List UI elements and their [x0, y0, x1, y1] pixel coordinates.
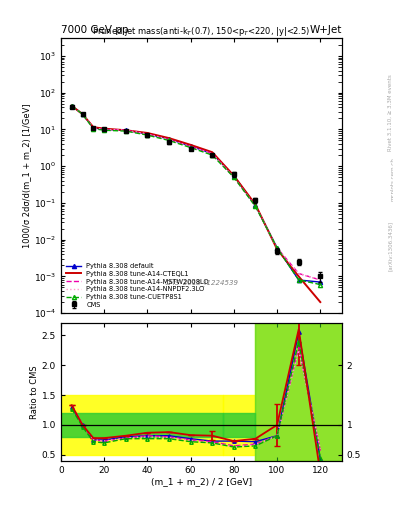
Text: 7000 GeV pp: 7000 GeV pp	[61, 25, 129, 35]
Line: Pythia 8.308 tune-A14-MSTW2008LO: Pythia 8.308 tune-A14-MSTW2008LO	[72, 106, 320, 280]
Text: W+Jet: W+Jet	[310, 25, 342, 35]
Pythia 8.308 default	[275, 245, 279, 251]
Pythia 8.308 tune-A14-MSTW2008LO	[167, 137, 171, 143]
Line: Pythia 8.308 tune-A14-CTEQL1: Pythia 8.308 tune-A14-CTEQL1	[72, 106, 320, 302]
Pythia 8.308 tune-A14-NNPDF2.3LO	[80, 111, 85, 117]
Pythia 8.308 tune-A14-NNPDF2.3LO	[231, 174, 236, 180]
Pythia 8.308 tune-CUETP8S1	[145, 132, 150, 138]
X-axis label: (m_1 + m_2) / 2 [GeV]: (m_1 + m_2) / 2 [GeV]	[151, 477, 252, 486]
Legend: Pythia 8.308 default, Pythia 8.308 tune-A14-CTEQL1, Pythia 8.308 tune-A14-MSTW20: Pythia 8.308 default, Pythia 8.308 tune-…	[64, 261, 211, 310]
Pythia 8.308 default	[145, 131, 150, 137]
Text: [arXiv:1306.3436]: [arXiv:1306.3436]	[387, 221, 392, 271]
Pythia 8.308 tune-CUETP8S1	[188, 144, 193, 151]
Pythia 8.308 tune-A14-NNPDF2.3LO	[91, 125, 96, 131]
Pythia 8.308 default	[102, 126, 107, 133]
Pythia 8.308 tune-A14-NNPDF2.3LO	[253, 203, 258, 209]
Pythia 8.308 tune-A14-NNPDF2.3LO	[275, 245, 279, 251]
Text: Rivet 3.1.10, ≥ 3.3M events: Rivet 3.1.10, ≥ 3.3M events	[387, 74, 392, 151]
Pythia 8.308 tune-A14-MSTW2008LO	[275, 245, 279, 251]
Pythia 8.308 default	[231, 173, 236, 179]
Pythia 8.308 tune-A14-CTEQL1	[167, 135, 171, 141]
Pythia 8.308 tune-CUETP8S1	[296, 277, 301, 283]
Pythia 8.308 tune-A14-NNPDF2.3LO	[167, 137, 171, 143]
Pythia 8.308 tune-A14-MSTW2008LO	[231, 174, 236, 180]
Pythia 8.308 tune-A14-CTEQL1	[253, 202, 258, 208]
Pythia 8.308 tune-A14-CTEQL1	[188, 142, 193, 148]
Line: Pythia 8.308 tune-CUETP8S1: Pythia 8.308 tune-CUETP8S1	[70, 104, 322, 287]
Pythia 8.308 tune-CUETP8S1	[69, 103, 74, 109]
Pythia 8.308 default	[253, 202, 258, 208]
Pythia 8.308 tune-CUETP8S1	[231, 174, 236, 180]
Pythia 8.308 tune-A14-MSTW2008LO	[210, 151, 215, 157]
Pythia 8.308 tune-A14-MSTW2008LO	[102, 126, 107, 133]
Pythia 8.308 tune-A14-NNPDF2.3LO	[123, 127, 128, 133]
Pythia 8.308 tune-CUETP8S1	[275, 245, 279, 251]
Pythia 8.308 default	[69, 103, 74, 109]
Pythia 8.308 tune-CUETP8S1	[167, 137, 171, 143]
Y-axis label: Ratio to CMS: Ratio to CMS	[30, 365, 39, 419]
Pythia 8.308 tune-A14-NNPDF2.3LO	[145, 131, 150, 137]
Pythia 8.308 tune-A14-MSTW2008LO	[123, 127, 128, 133]
Pythia 8.308 tune-CUETP8S1	[80, 111, 85, 117]
Line: Pythia 8.308 default: Pythia 8.308 default	[70, 104, 322, 284]
Pythia 8.308 tune-A14-MSTW2008LO	[80, 111, 85, 117]
Pythia 8.308 tune-A14-MSTW2008LO	[296, 270, 301, 276]
Pythia 8.308 default	[318, 279, 323, 285]
Pythia 8.308 tune-A14-CTEQL1	[210, 149, 215, 155]
Pythia 8.308 default	[296, 277, 301, 283]
Pythia 8.308 default	[210, 151, 215, 157]
Pythia 8.308 tune-A14-CTEQL1	[69, 103, 74, 109]
Pythia 8.308 default	[167, 136, 171, 142]
Pythia 8.308 tune-CUETP8S1	[123, 128, 128, 134]
Pythia 8.308 tune-A14-CTEQL1	[80, 111, 85, 117]
Pythia 8.308 tune-CUETP8S1	[102, 127, 107, 133]
Pythia 8.308 tune-CUETP8S1	[318, 282, 323, 288]
Pythia 8.308 tune-A14-NNPDF2.3LO	[188, 143, 193, 150]
Title: Pruned jet mass(anti-k$_{T}$(0.7), 150<p$_{T}$<220, |y|<2.5): Pruned jet mass(anti-k$_{T}$(0.7), 150<p…	[92, 26, 310, 38]
Pythia 8.308 tune-A14-CTEQL1	[91, 124, 96, 130]
Pythia 8.308 default	[91, 125, 96, 131]
Pythia 8.308 tune-A14-NNPDF2.3LO	[69, 103, 74, 109]
Pythia 8.308 tune-CUETP8S1	[253, 203, 258, 209]
Pythia 8.308 tune-A14-NNPDF2.3LO	[318, 277, 323, 283]
Pythia 8.308 tune-A14-CTEQL1	[145, 130, 150, 136]
Pythia 8.308 default	[80, 111, 85, 117]
Pythia 8.308 tune-CUETP8S1	[91, 125, 96, 132]
Pythia 8.308 tune-A14-MSTW2008LO	[69, 103, 74, 109]
Pythia 8.308 tune-A14-MSTW2008LO	[91, 125, 96, 131]
Pythia 8.308 tune-A14-MSTW2008LO	[253, 203, 258, 209]
Text: mcplots.cern.ch: mcplots.cern.ch	[390, 157, 393, 201]
Pythia 8.308 tune-CUETP8S1	[210, 152, 215, 158]
Pythia 8.308 tune-A14-MSTW2008LO	[145, 131, 150, 137]
Pythia 8.308 tune-A14-NNPDF2.3LO	[296, 270, 301, 276]
Pythia 8.308 tune-A14-NNPDF2.3LO	[102, 126, 107, 133]
Pythia 8.308 tune-A14-CTEQL1	[231, 173, 236, 179]
Pythia 8.308 tune-A14-NNPDF2.3LO	[210, 151, 215, 157]
Pythia 8.308 tune-A14-CTEQL1	[123, 127, 128, 133]
Pythia 8.308 default	[123, 127, 128, 133]
Pythia 8.308 tune-A14-CTEQL1	[296, 273, 301, 280]
Line: Pythia 8.308 tune-A14-NNPDF2.3LO: Pythia 8.308 tune-A14-NNPDF2.3LO	[72, 106, 320, 280]
Y-axis label: 1000/σ 2dσ/d(m_1 + m_2) [1/GeV]: 1000/σ 2dσ/d(m_1 + m_2) [1/GeV]	[22, 103, 31, 248]
Pythia 8.308 tune-A14-CTEQL1	[318, 299, 323, 305]
Pythia 8.308 tune-A14-MSTW2008LO	[188, 143, 193, 150]
Pythia 8.308 tune-A14-CTEQL1	[275, 246, 279, 252]
Pythia 8.308 default	[188, 143, 193, 149]
Pythia 8.308 tune-A14-MSTW2008LO	[318, 277, 323, 283]
Pythia 8.308 tune-A14-CTEQL1	[102, 125, 107, 132]
Text: CMS_2013_I1224539: CMS_2013_I1224539	[164, 279, 239, 286]
